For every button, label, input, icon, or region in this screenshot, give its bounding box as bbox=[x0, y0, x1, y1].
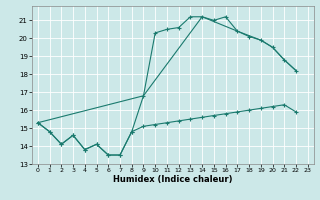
X-axis label: Humidex (Indice chaleur): Humidex (Indice chaleur) bbox=[113, 175, 233, 184]
